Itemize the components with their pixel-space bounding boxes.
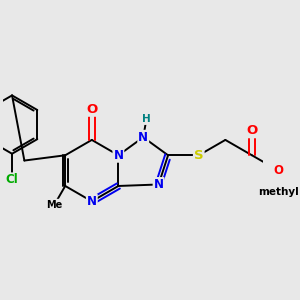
Text: H: H <box>142 114 151 124</box>
Text: N: N <box>87 195 97 208</box>
Text: S: S <box>194 149 204 162</box>
Text: O: O <box>246 124 258 137</box>
Text: methyl: methyl <box>258 187 299 197</box>
Text: Me: Me <box>46 200 63 210</box>
Text: O: O <box>86 103 98 116</box>
Text: N: N <box>154 178 164 191</box>
Text: Cl: Cl <box>6 173 18 186</box>
Text: methyl: methyl <box>258 187 299 197</box>
Text: O: O <box>274 164 284 177</box>
Text: N: N <box>113 149 123 162</box>
Text: N: N <box>138 131 148 144</box>
